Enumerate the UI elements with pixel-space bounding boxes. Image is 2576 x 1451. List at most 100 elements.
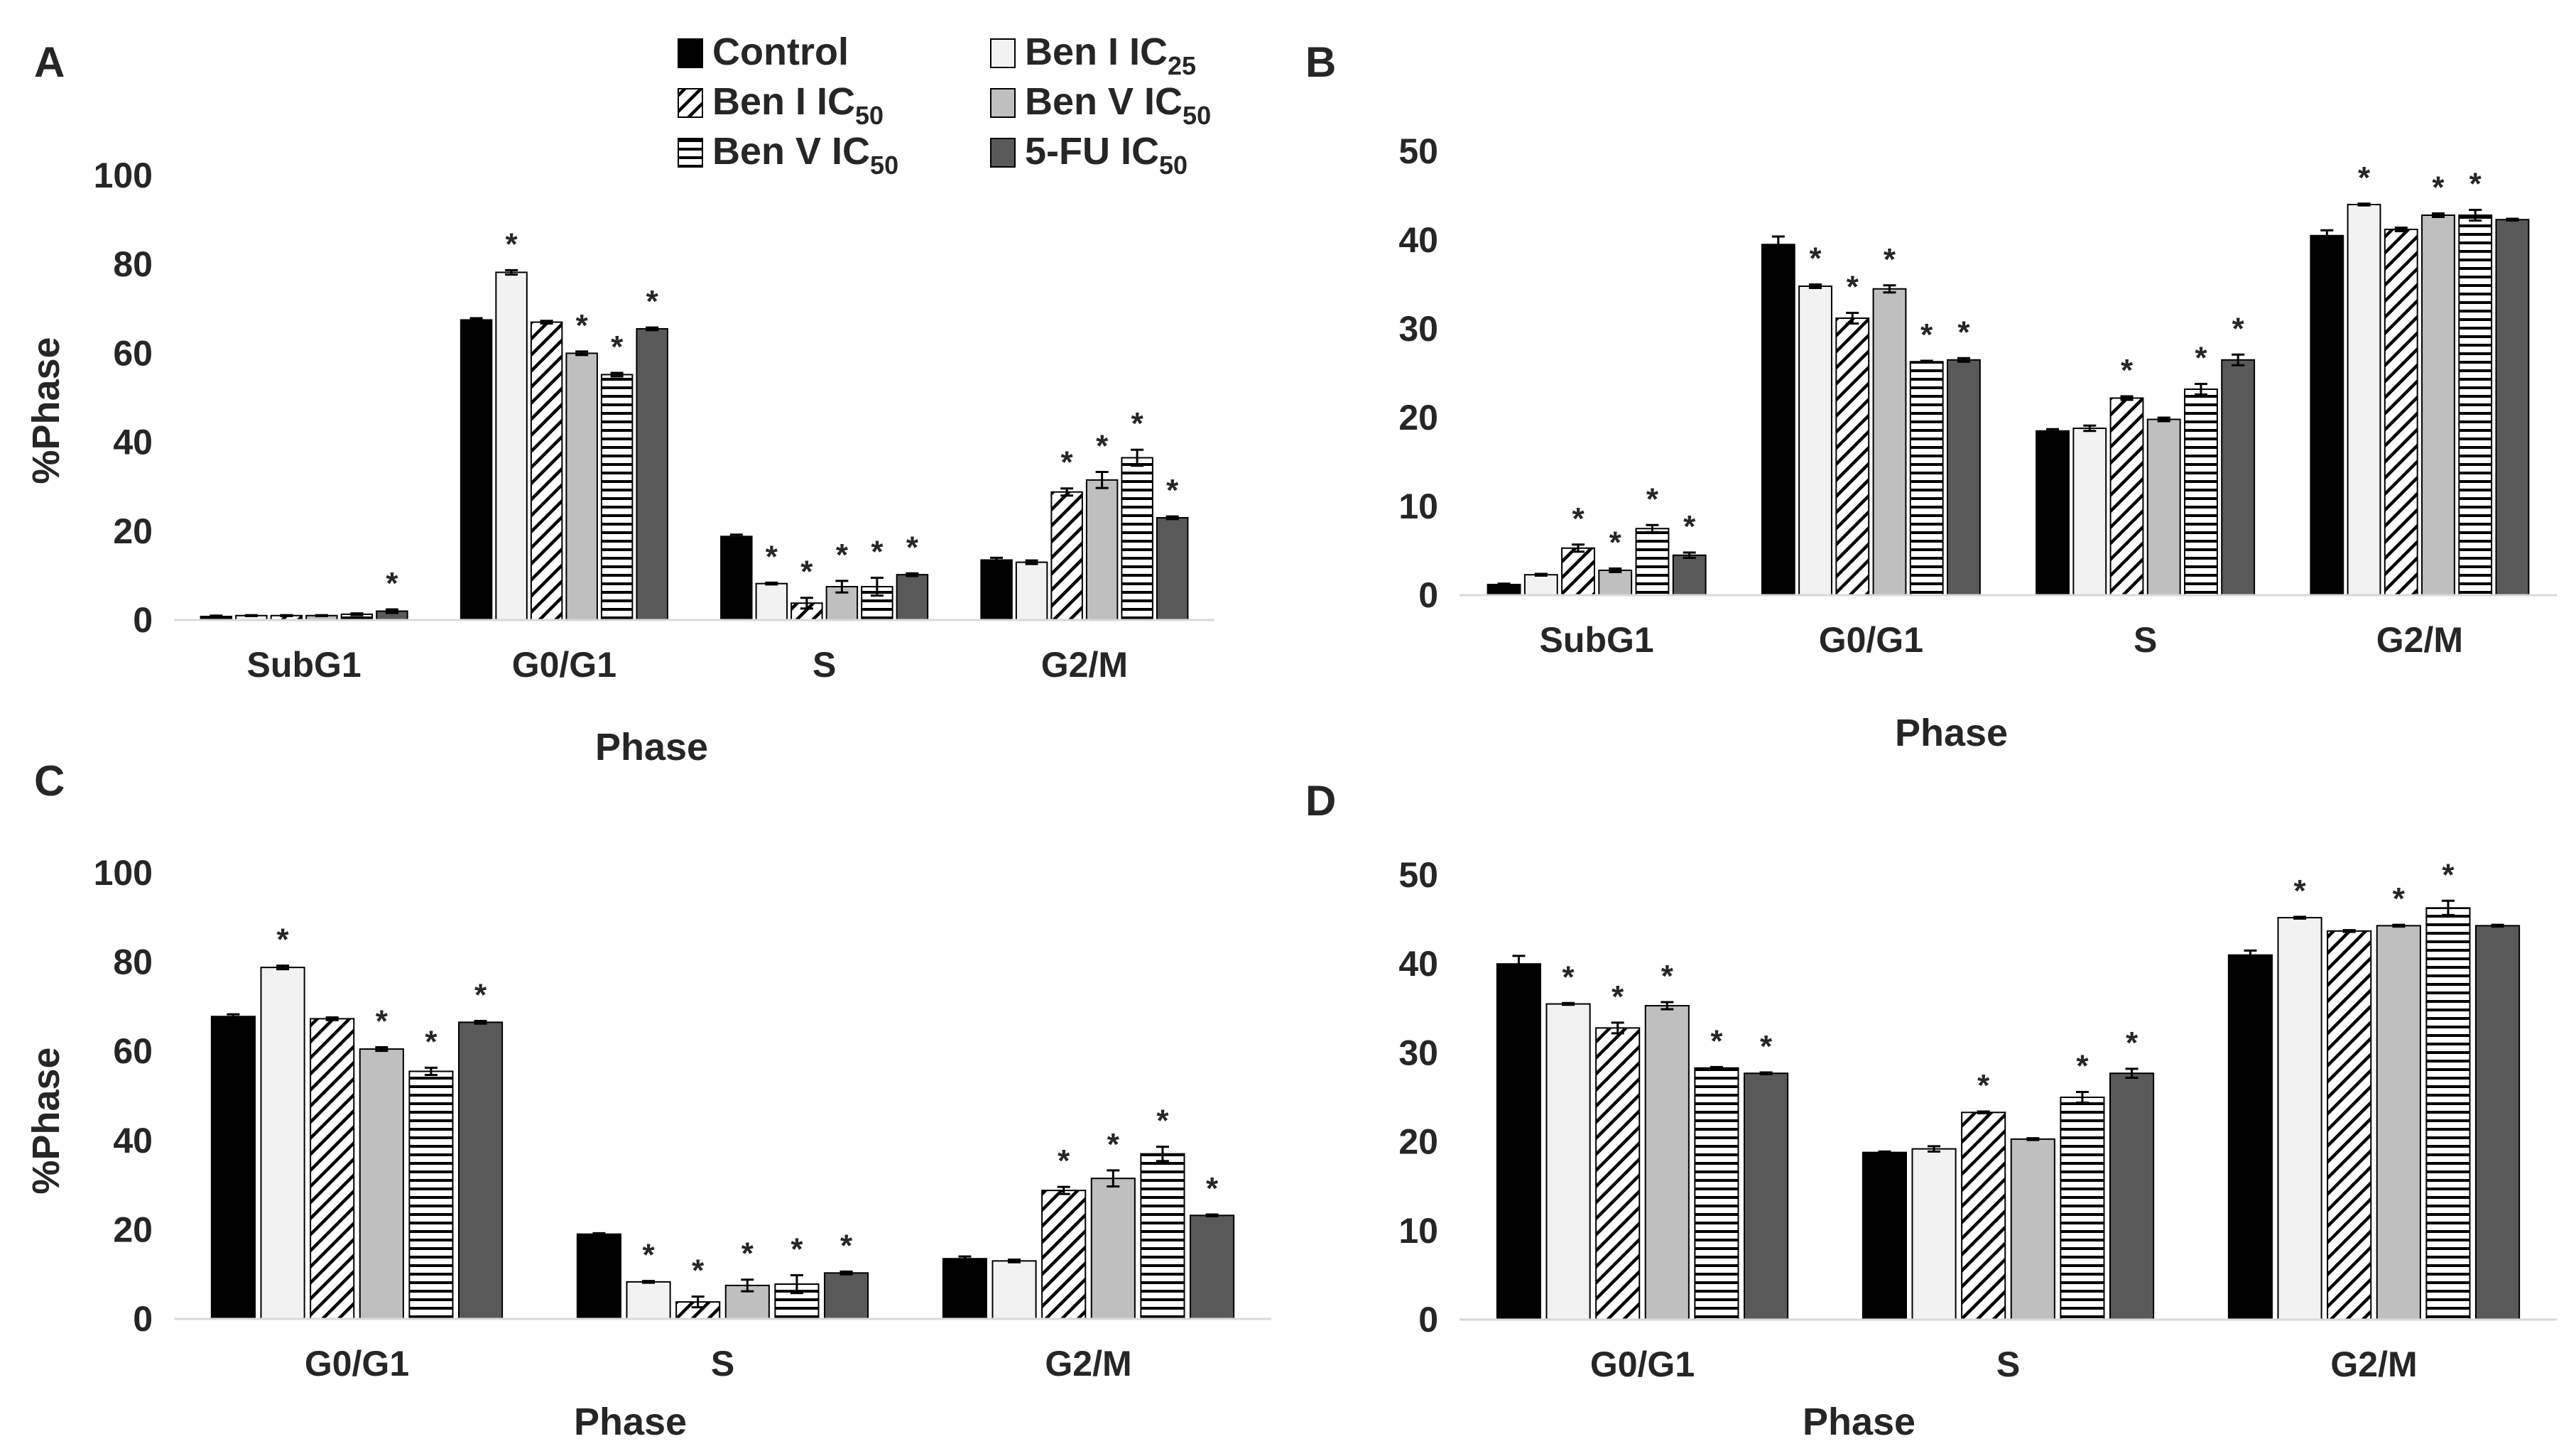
error-bar — [2342, 929, 2356, 933]
bar — [2109, 1072, 2155, 1321]
bar — [565, 352, 598, 621]
error-bar — [1646, 523, 1659, 533]
significance-star: * — [790, 1232, 803, 1266]
error-bar — [729, 533, 743, 540]
bar — [824, 1272, 869, 1320]
error-bar — [350, 612, 364, 616]
y-tick-label: 100 — [94, 853, 153, 893]
y-tick-label: 10 — [1398, 487, 1438, 526]
error-bar — [691, 1295, 705, 1309]
significance-star: * — [836, 538, 849, 572]
y-tick-label: 40 — [113, 423, 153, 462]
y-axis-title: %Phase — [25, 1047, 67, 1194]
error-bar — [1883, 284, 1896, 294]
legend-swatch — [990, 88, 1016, 118]
significance-star: * — [1612, 979, 1624, 1014]
y-tick-label: 0 — [133, 600, 153, 640]
legend-swatch — [990, 38, 1016, 68]
error-bar — [2431, 212, 2445, 218]
significance-star: * — [576, 308, 589, 343]
significance-star: * — [1957, 315, 1970, 349]
bar — [2376, 925, 2421, 1320]
error-bar — [1512, 955, 1526, 973]
error-bar — [2506, 217, 2519, 222]
bar — [720, 536, 753, 621]
x-tick-label: S — [813, 645, 836, 685]
error-bar — [1095, 471, 1109, 489]
bar — [1961, 1112, 2006, 1321]
bar — [1545, 1003, 1591, 1321]
error-bar — [2125, 1067, 2138, 1079]
bar — [1798, 286, 1832, 596]
error-bar — [474, 1019, 487, 1025]
error-bar — [2392, 923, 2406, 928]
panel-a: A 0 20 40 60 80 100 %Phase * SubG1 * * * * G0/G1 * * * * * S… — [25, 38, 1214, 768]
error-bar — [2046, 428, 2060, 434]
bar — [2277, 917, 2322, 1320]
significance-star: * — [871, 535, 884, 570]
y-tick-label: 60 — [113, 1031, 153, 1071]
error-bar — [469, 317, 483, 323]
significance-star: * — [2432, 170, 2445, 205]
significance-star: * — [1131, 406, 1144, 441]
bar — [460, 319, 493, 621]
bar — [980, 559, 1013, 621]
error-bar — [1611, 1021, 1624, 1035]
error-bar — [2244, 949, 2257, 961]
error-bar — [2083, 424, 2097, 433]
significance-star: * — [1058, 1143, 1070, 1178]
x-tick-label: G0/G1 — [1819, 620, 1923, 660]
y-tick-label: 0 — [1418, 1300, 1438, 1339]
error-bar — [1920, 359, 1933, 364]
legend-swatch — [678, 88, 703, 118]
y-tick-label: 80 — [113, 942, 153, 982]
bar — [1598, 570, 1633, 596]
significance-star: * — [646, 284, 659, 319]
legend-item: Ben I IC25 — [990, 31, 1196, 80]
y-tick-label: 20 — [113, 511, 153, 551]
error-bar — [592, 1232, 606, 1237]
error-bar — [870, 577, 884, 597]
error-bar — [2120, 395, 2134, 401]
legend-swatch — [678, 138, 703, 168]
bar — [359, 1048, 404, 1320]
error-bar — [1957, 357, 1970, 363]
significance-star: * — [692, 1254, 705, 1288]
error-bar — [1131, 448, 1144, 467]
error-bar — [1060, 487, 1074, 497]
significance-star: * — [642, 1238, 655, 1273]
error-bar — [990, 556, 1004, 564]
significance-star: * — [1061, 445, 1074, 480]
error-bar — [424, 1066, 438, 1076]
error-bar — [325, 1016, 339, 1021]
error-bar — [2293, 915, 2307, 920]
error-bar — [765, 581, 778, 586]
bar — [1761, 244, 1795, 596]
significance-star: * — [611, 330, 624, 364]
error-bar — [800, 597, 813, 610]
panel-letter: C — [34, 757, 65, 805]
error-bar — [1878, 1150, 1891, 1155]
bar — [2227, 954, 2273, 1321]
error-bar — [227, 1013, 240, 1020]
significance-star: * — [2121, 353, 2134, 388]
panel-c: C 0 20 40 60 80 100 %Phase * * * * G0/G1 * * * * * S * * * * G2… — [25, 757, 1271, 1443]
error-bar — [1562, 1001, 1575, 1006]
legend-swatch — [990, 138, 1016, 168]
y-tick-label: 20 — [1398, 398, 1438, 438]
x-tick-label: SubG1 — [247, 645, 362, 685]
error-bar — [1977, 1110, 1990, 1115]
error-bar — [1759, 1071, 1773, 1075]
bar — [2146, 418, 2181, 596]
significance-star: * — [2076, 1048, 2089, 1083]
significance-star: * — [1760, 1029, 1773, 1064]
x-tick-label: SubG1 — [1540, 620, 1654, 660]
error-bar — [1846, 312, 1859, 325]
bar — [2060, 1097, 2105, 1320]
panel-b: B 0 10 20 30 40 50 * * * * SubG1 * * * * * G0/G1 * * * S * * * G2… — [1305, 38, 2557, 754]
error-bar — [1025, 559, 1038, 565]
significance-star: * — [2442, 857, 2455, 892]
bar — [896, 574, 929, 621]
error-bar — [1165, 515, 1179, 521]
